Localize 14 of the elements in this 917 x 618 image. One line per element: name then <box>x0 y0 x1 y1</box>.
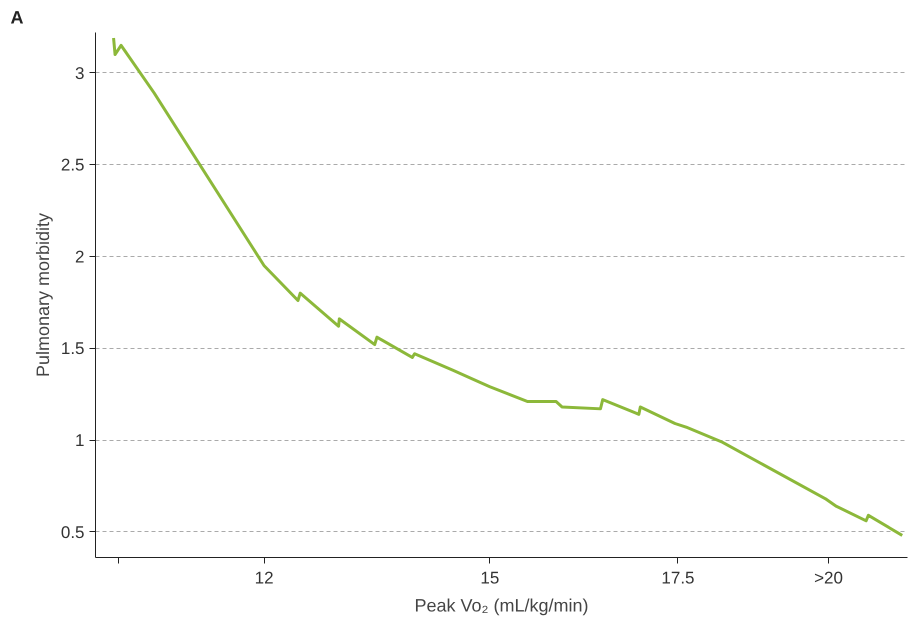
y-tick-label: 2.5 <box>60 156 85 175</box>
x-tick-label: >20 <box>814 568 843 588</box>
y-tick-label: 3 <box>75 64 85 83</box>
x-axis-title: Peak Vo₂ (mL/kg/min) <box>414 596 589 616</box>
y-axis-title: Pulmonary morbidity <box>32 212 53 378</box>
y-tick-label: 2 <box>75 247 85 266</box>
x-tick-label: 17.5 <box>661 568 695 588</box>
line-series <box>112 36 904 537</box>
x-tick-label: 12 <box>254 568 274 588</box>
x-tick-label: 15 <box>480 568 500 588</box>
text: A <box>10 8 24 28</box>
y-tick-label: 0.5 <box>60 522 85 542</box>
y-tick-label: 1.5 <box>60 339 85 358</box>
y-tick-label: 1 <box>75 431 85 450</box>
